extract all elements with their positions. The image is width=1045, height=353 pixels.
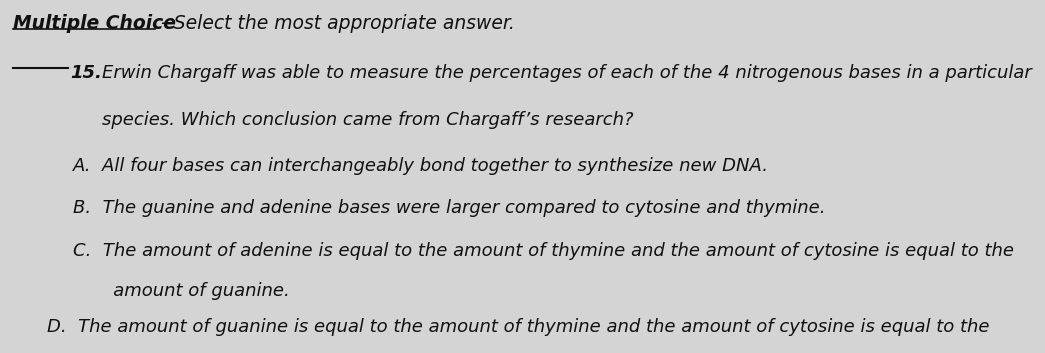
- Text: - Select the most appropriate answer.: - Select the most appropriate answer.: [155, 14, 514, 33]
- Text: D.  The amount of guanine is equal to the amount of thymine and the amount of cy: D. The amount of guanine is equal to the…: [47, 318, 990, 336]
- Text: Erwin Chargaff was able to measure the percentages of each of the 4 nitrogenous : Erwin Chargaff was able to measure the p…: [102, 64, 1032, 82]
- Text: Multiple Choice: Multiple Choice: [13, 14, 176, 33]
- Text: C.  The amount of adenine is equal to the amount of thymine and the amount of cy: C. The amount of adenine is equal to the…: [73, 242, 1014, 260]
- Text: amount of guanine.: amount of guanine.: [73, 282, 289, 300]
- Text: species. Which conclusion came from Chargaff’s research?: species. Which conclusion came from Char…: [102, 111, 634, 129]
- Text: A.  All four bases can interchangeably bond together to synthesize new DNA.: A. All four bases can interchangeably bo…: [73, 157, 769, 175]
- Text: B.  The guanine and adenine bases were larger compared to cytosine and thymine.: B. The guanine and adenine bases were la…: [73, 199, 826, 217]
- Text: 15.: 15.: [70, 64, 102, 82]
